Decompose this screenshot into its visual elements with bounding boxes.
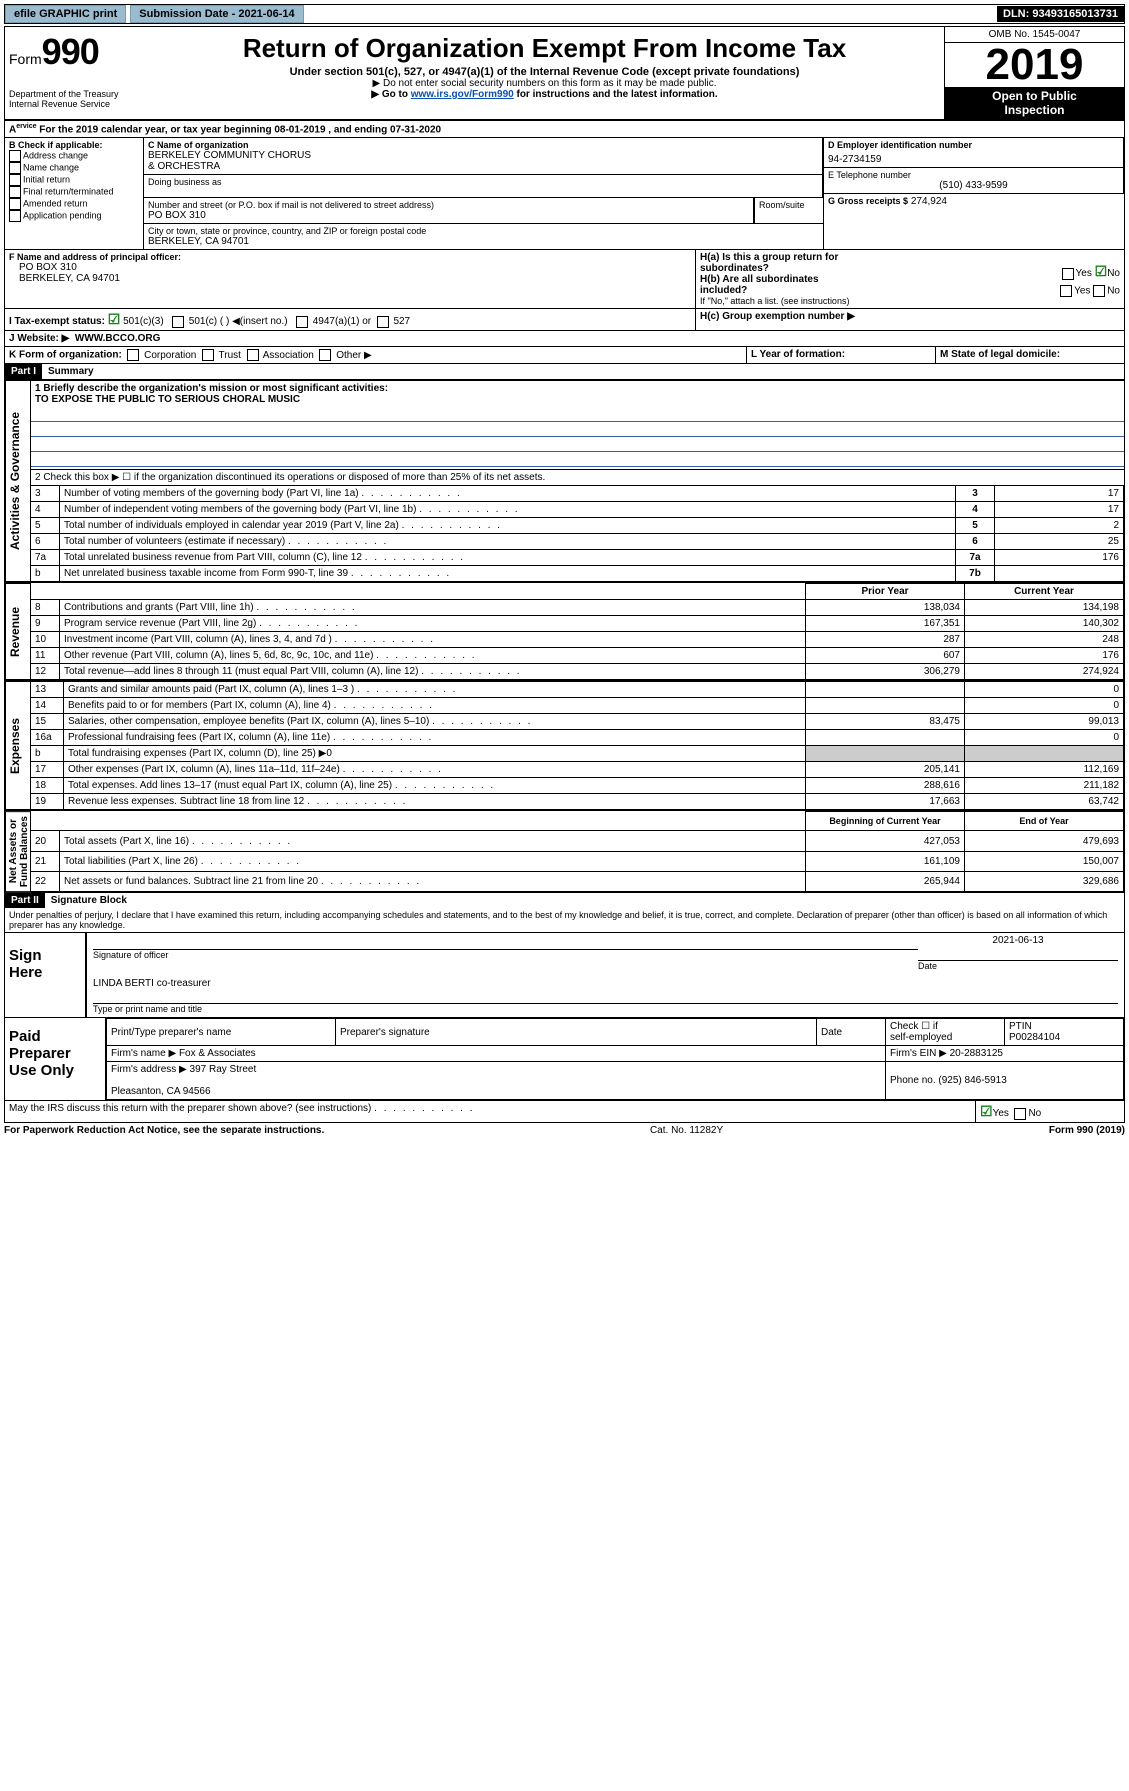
expenses-table: 13Grants and similar amounts paid (Part … — [31, 681, 1124, 810]
sign-here-label: Sign Here — [5, 933, 85, 1017]
phone-label: E Telephone number — [828, 170, 1119, 180]
note-ssn: ▶ Do not enter social security numbers o… — [149, 78, 940, 89]
year-formation: L Year of formation: — [747, 347, 936, 363]
h-b: H(b) Are all subordinates included? Yes … — [700, 274, 1120, 296]
city-state-zip: BERKELEY, CA 94701 — [148, 236, 819, 247]
net-assets-table: Beginning of Current YearEnd of Year20To… — [31, 811, 1124, 892]
h-c: H(c) Group exemption number ▶ — [696, 309, 1124, 330]
governance-table: 3Number of voting members of the governi… — [31, 485, 1124, 582]
line-2: 2 Check this box ▶ ☐ if the organization… — [31, 469, 1124, 485]
officer-label: F Name and address of principal officer: — [9, 252, 691, 262]
footer: For Paperwork Reduction Act Notice, see … — [4, 1123, 1125, 1138]
part2-header: Part IISignature Block — [5, 892, 1124, 908]
officer-name-title: LINDA BERTI co-treasurer — [93, 978, 211, 989]
tab-net-assets: Net Assets or Fund Balances — [5, 811, 31, 892]
tab-revenue: Revenue — [5, 583, 31, 680]
form-id-cell: Form990 Department of the Treasury Inter… — [5, 27, 145, 119]
open-public: Open to Public Inspection — [945, 87, 1124, 119]
room-suite: Room/suite — [754, 198, 823, 223]
dept-treasury: Department of the Treasury Internal Reve… — [9, 89, 141, 109]
date-label: Date — [918, 961, 937, 971]
officer-addr: PO BOX 310 BERKELEY, CA 94701 — [9, 262, 691, 284]
subtitle: Under section 501(c), 527, or 4947(a)(1)… — [149, 66, 940, 78]
sig-date: 2021-06-13 — [918, 935, 1118, 946]
tax-exempt-status: I Tax-exempt status: ☑ 501(c)(3) 501(c) … — [5, 309, 696, 330]
org-name: BERKELEY COMMUNITY CHORUS & ORCHESTRA — [148, 150, 818, 172]
submission-date: Submission Date - 2021-06-14 — [130, 5, 303, 23]
h-b-note: If "No," attach a list. (see instruction… — [700, 296, 1120, 306]
discuss-answer: ☑Yes No — [976, 1101, 1124, 1122]
addr-label: Number and street (or P.O. box if mail i… — [148, 200, 749, 210]
top-bar: efile GRAPHIC print Submission Date - 20… — [4, 4, 1125, 24]
paid-preparer-label: Paid Preparer Use Only — [5, 1018, 105, 1100]
phone: (510) 433-9599 — [828, 180, 1119, 191]
instructions-link[interactable]: www.irs.gov/Form990 — [411, 89, 514, 100]
perjury-statement: Under penalties of perjury, I declare th… — [5, 908, 1124, 932]
page-title: Return of Organization Exempt From Incom… — [149, 33, 940, 64]
mission: 1 Briefly describe the organization's mi… — [31, 380, 1124, 407]
dba-label: Doing business as — [148, 177, 818, 187]
note-link: ▶ Go to www.irs.gov/Form990 for instruct… — [149, 89, 940, 100]
city-label: City or town, state or province, country… — [148, 226, 819, 236]
tax-year: 2019 — [945, 43, 1124, 87]
state-domicile: M State of legal domicile: — [936, 347, 1124, 363]
sig-officer-label: Signature of officer — [93, 950, 168, 960]
period-line: Aervice For the 2019 calendar year, or t… — [5, 120, 1124, 137]
box-b: B Check if applicable: Address changeNam… — [5, 138, 144, 249]
street-address: PO BOX 310 — [148, 210, 749, 221]
tab-governance: Activities & Governance — [5, 380, 31, 582]
form-title-cell: Return of Organization Exempt From Incom… — [145, 27, 944, 119]
preparer-table: Print/Type preparer's name Preparer's si… — [106, 1018, 1124, 1100]
form-of-org: K Form of organization: Corporation Trus… — [5, 347, 747, 363]
year-col: OMB No. 1545-0047 2019 Open to Public In… — [944, 27, 1124, 119]
name-note: Type or print name and title — [93, 1004, 202, 1014]
ein: 94-2734159 — [828, 150, 1119, 165]
tab-expenses: Expenses — [5, 681, 31, 810]
efile-button[interactable]: efile GRAPHIC print — [5, 5, 126, 23]
website: J Website: ▶ WWW.BCCO.ORG — [5, 331, 1124, 346]
discuss-question: May the IRS discuss this return with the… — [5, 1101, 976, 1122]
h-a: H(a) Is this a group return for subordin… — [700, 252, 1120, 274]
ein-label: D Employer identification number — [828, 140, 1119, 150]
revenue-table: Prior YearCurrent Year8Contributions and… — [31, 583, 1124, 680]
org-name-label: C Name of organization — [148, 140, 818, 150]
dln: DLN: 93493165013731 — [997, 6, 1124, 22]
part1-header: Part ISummary — [5, 363, 1124, 379]
gross-receipts: G Gross receipts $ 274,924 — [824, 194, 1124, 209]
form-container: Form990 Department of the Treasury Inter… — [4, 26, 1125, 1123]
